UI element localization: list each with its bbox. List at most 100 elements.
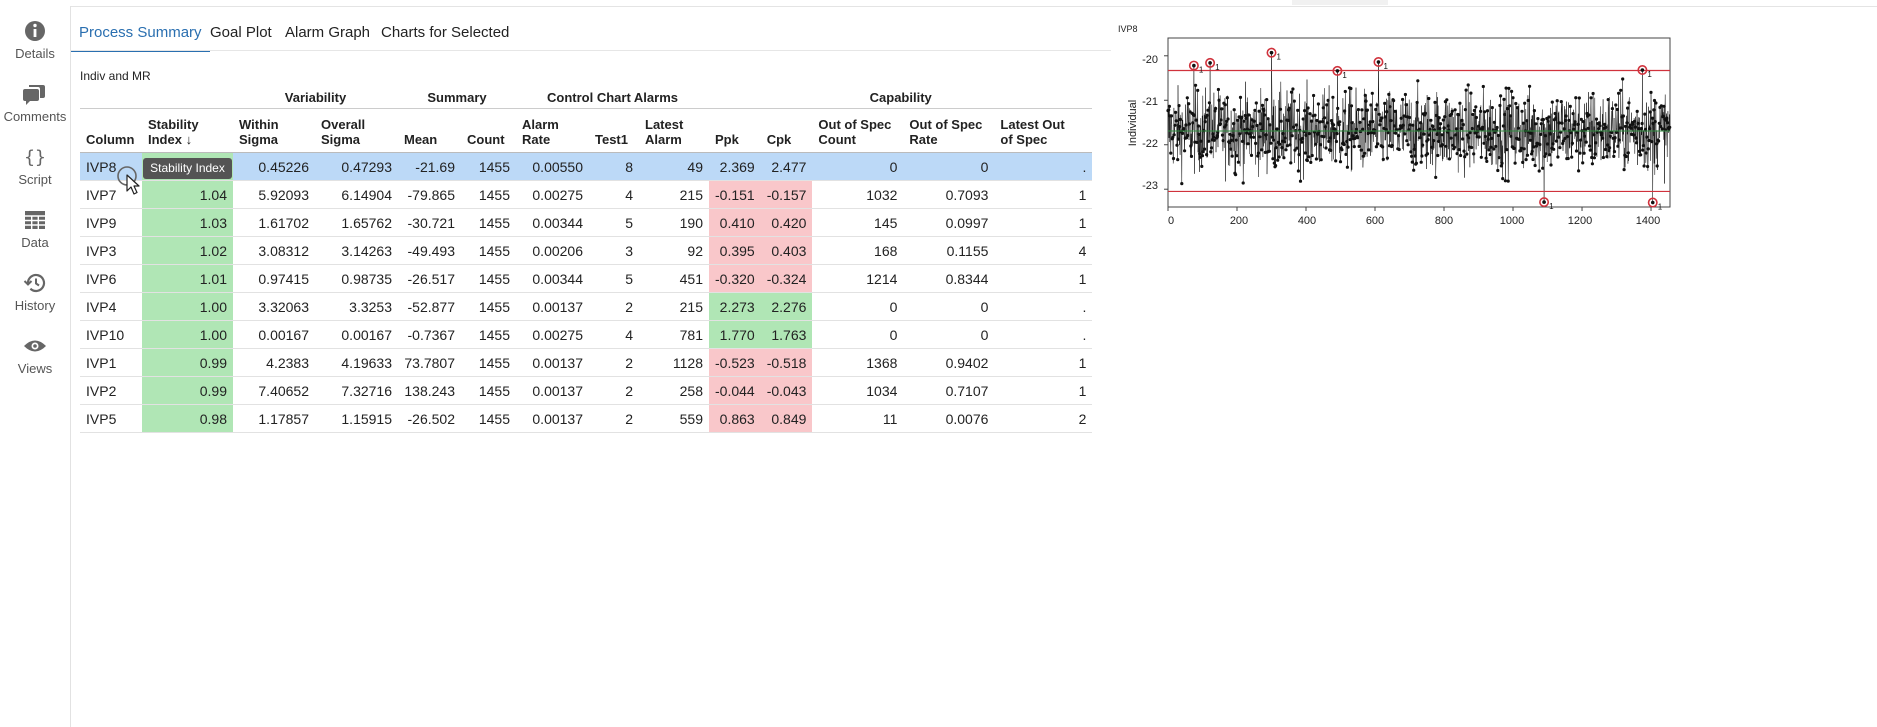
header-column[interactable]: Column — [80, 108, 142, 153]
header-cpk[interactable]: Cpk — [760, 108, 813, 153]
table-row[interactable]: IVP1 0.99 4.2383 4.19633 73.7807 1455 0.… — [80, 348, 1093, 377]
cell-cpk: -0.324 — [760, 264, 813, 293]
data-point — [1200, 154, 1205, 158]
data-point — [1470, 145, 1474, 150]
data-point — [1574, 96, 1578, 100]
data-point — [1199, 139, 1203, 143]
header-oos-rate[interactable]: Out of Spec Rate — [903, 108, 995, 153]
cell-cpk: 0.403 — [760, 236, 813, 265]
cell-mean: 73.7807 — [398, 348, 461, 377]
data-nav-item[interactable]: Data — [0, 207, 70, 250]
tab-alarm-graph[interactable]: Alarm Graph — [285, 24, 371, 41]
header-within-sigma[interactable]: Within Sigma — [233, 108, 315, 153]
header-stability-index[interactable]: Stability Index ↓ — [142, 108, 233, 153]
table-row[interactable]: IVP2 0.99 7.40652 7.32716 138.243 1455 0… — [80, 376, 1093, 405]
data-point — [1401, 123, 1405, 127]
header-overall-sigma[interactable]: Overall Sigma — [315, 108, 398, 153]
header-alarm-rate-line2: Rate — [522, 132, 551, 147]
data-point — [1506, 179, 1510, 183]
data-point — [1508, 114, 1512, 118]
data-point — [1384, 128, 1388, 132]
tab-charts-for-selected[interactable]: Charts for Selected — [381, 24, 510, 41]
data-point — [1502, 97, 1506, 101]
table-row[interactable]: IVP9 1.03 1.61702 1.65762 -30.721 1455 0… — [80, 208, 1093, 237]
cell-latest-alarm: 781 — [639, 320, 709, 349]
data-point — [1651, 121, 1655, 126]
data-point — [1298, 179, 1303, 183]
table-row[interactable]: IVP5 0.98 1.17857 1.15915 -26.502 1455 0… — [80, 404, 1093, 433]
script-nav-item[interactable]: {} Script — [0, 144, 70, 187]
data-point — [1467, 136, 1471, 140]
data-point — [1232, 108, 1236, 112]
comments-nav-item[interactable]: Comments — [0, 81, 70, 124]
data-point — [1174, 110, 1178, 114]
cell-latest-alarm: 215 — [639, 180, 709, 209]
data-point — [1274, 146, 1278, 150]
data-point — [1374, 145, 1378, 149]
data-point — [1412, 147, 1416, 151]
data-point — [1316, 132, 1320, 136]
header-mean[interactable]: Mean — [398, 108, 461, 153]
history-nav-item[interactable]: History — [0, 270, 70, 313]
header-latest-oos[interactable]: Latest Out of Spec — [994, 108, 1093, 153]
header-ppk[interactable]: Ppk — [709, 108, 761, 153]
cell-test1: 8 — [589, 152, 639, 181]
header-test1-label: Test1 — [595, 132, 628, 147]
data-point — [1314, 157, 1318, 161]
data-point — [1438, 127, 1442, 131]
data-point — [1561, 141, 1565, 146]
header-alarm-rate[interactable]: Alarm Rate — [516, 108, 589, 153]
y-tick-label: -21 — [1142, 96, 1158, 108]
cell-alarm-rate: 0.00550 — [516, 152, 589, 181]
data-point — [1644, 151, 1648, 155]
cell-column: IVP4 — [80, 292, 142, 321]
data-point — [1200, 164, 1204, 168]
data-point — [1278, 107, 1283, 111]
data-point — [1225, 96, 1229, 100]
data-point — [1183, 149, 1187, 153]
data-point — [1574, 149, 1579, 153]
data-point — [1191, 121, 1195, 125]
cell-latest-oos: 1 — [994, 208, 1093, 237]
comments-label: Comments — [3, 109, 67, 124]
data-point — [1641, 144, 1645, 148]
header-count[interactable]: Count — [461, 108, 516, 153]
data-point — [1272, 138, 1276, 142]
data-point — [1180, 182, 1184, 186]
data-point — [1586, 126, 1590, 130]
tab-process-summary[interactable]: Process Summary — [71, 18, 210, 52]
cell-oos-count: 0 — [812, 320, 904, 349]
table-row[interactable]: IVP3 1.02 3.08312 3.14263 -49.493 1455 0… — [80, 236, 1093, 265]
views-nav-item[interactable]: Views — [0, 333, 70, 376]
data-point — [1265, 98, 1269, 102]
cell-ppk: 0.863 — [709, 404, 761, 433]
header-test1[interactable]: Test1 — [589, 108, 639, 153]
header-latest-alarm[interactable]: Latest Alarm — [639, 108, 709, 153]
data-point — [1500, 161, 1504, 165]
x-tick-label: 1400 — [1636, 215, 1660, 227]
table-row[interactable]: IVP7 1.04 5.92093 6.14904 -79.865 1455 0… — [80, 180, 1093, 209]
data-point — [1388, 105, 1392, 109]
table-row[interactable]: IVP10 1.00 0.00167 0.00167 -0.7367 1455 … — [80, 320, 1093, 349]
data-point — [1650, 116, 1654, 120]
table-row[interactable]: IVP4 1.00 3.32063 3.3253 -52.877 1455 0.… — [80, 292, 1093, 321]
data-point — [1288, 143, 1292, 147]
cell-ppk: 2.273 — [709, 292, 761, 321]
header-oos-count[interactable]: Out of Spec Count — [812, 108, 904, 153]
details-label: Details — [15, 46, 55, 61]
table-row[interactable]: IVP6 1.01 0.97415 0.98735 -26.517 1455 0… — [80, 264, 1093, 293]
data-point — [1229, 138, 1234, 142]
data-point — [1197, 132, 1201, 136]
chart-ylabel: Individual — [1127, 100, 1139, 146]
group-spacer — [80, 86, 142, 109]
data-point — [1571, 112, 1575, 116]
header-alarm-rate-line1: Alarm — [522, 117, 559, 132]
alarm-flag-label: 1 — [1383, 62, 1388, 71]
details-nav-item[interactable]: Details — [0, 18, 70, 61]
tab-goal-plot[interactable]: Goal Plot — [210, 24, 272, 41]
data-point — [1196, 88, 1200, 92]
individual-control-chart[interactable]: IVP8 Individual -20 -21 -22 -23 0 200 40… — [1110, 20, 1680, 230]
table-row[interactable]: IVP8 0.45226 0.47293 -21.69 1455 0.00550… — [80, 152, 1093, 181]
script-label: Script — [18, 172, 52, 187]
data-point — [1472, 108, 1476, 113]
